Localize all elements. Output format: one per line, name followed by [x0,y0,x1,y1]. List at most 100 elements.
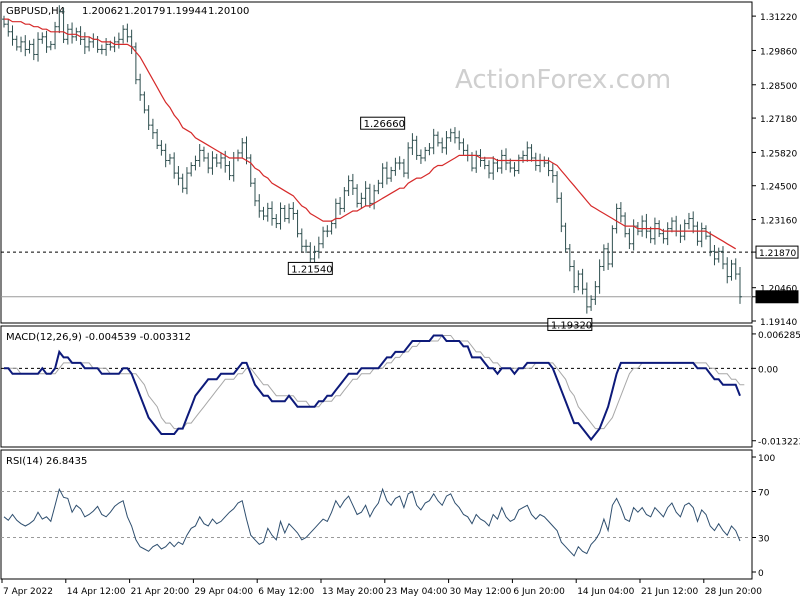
price-bar [555,171,560,203]
price-bar [78,26,83,45]
rsi-y-tick: 100 [752,454,775,464]
price-y-tick: 1.21870 [752,245,799,259]
macd-panel: MACD(12,26,9) -0.004539 -0.003312 0.0062… [0,325,800,448]
price-bar [606,242,611,270]
price-bar [572,260,577,294]
price-bar [291,202,296,220]
price-bar [380,163,385,189]
time-x-tick: 29 Apr 04:00 [192,579,253,597]
price-bar [308,242,313,264]
price-bar [614,203,619,234]
price-bar [418,149,423,164]
price-bar [350,173,355,195]
price-bar [725,257,730,284]
price-bar [82,32,87,55]
price-bar [393,157,398,176]
price-bar [359,192,364,209]
price-bar [363,181,368,206]
price-bar [550,163,555,183]
price-bar [265,202,270,222]
price-bar [206,152,211,174]
macd-title: MACD(12,26,9) -0.004539 -0.003312 [6,332,191,343]
price-bar [155,129,160,150]
price-bar [491,156,496,180]
price-y-tick: 1.27180 [752,115,797,125]
time-x-tick: 6 Jun 20:00 [511,579,565,597]
macd-tick-label: -0.013223 [758,438,800,448]
price-bar [686,212,691,230]
price-bar [138,73,143,101]
annotation-box [287,261,333,275]
price-bar [329,220,334,235]
price-bar [48,41,53,51]
price-bar [627,228,632,249]
price-bar [325,225,330,238]
rsi-panel: RSI(14) 26.8435 100 70 30 0 [0,449,775,580]
price-bar [333,198,338,229]
price-y-tick: 1.29860 [752,47,797,57]
rsi-levels-layer [1,491,752,538]
price-bar [580,268,585,295]
price-bar [414,135,419,160]
price-tick-label: 1.25820 [760,149,797,159]
price-symbol-header: GBPUSD,H4 [6,6,65,17]
price-bar [163,143,168,168]
price-bar [278,202,283,230]
time-x-tick: 23 May 04:00 [384,579,448,597]
price-bar [729,259,734,281]
price-bar [448,128,453,142]
rsi-y-tick: 0 [752,569,764,579]
price-bar [176,165,181,186]
rsi-y-axis: 100 70 30 0 [752,454,775,579]
time-tick-label: 23 May 04:00 [386,587,448,597]
price-bar [14,35,19,51]
price-bar [189,162,194,177]
price-bar [610,225,615,268]
time-tick-label: 29 Apr 04:00 [194,587,253,597]
annotation-box [360,116,406,130]
price-panel-frame [0,1,753,324]
price-bar [516,154,521,174]
price-bar [712,244,717,266]
rsi-title: RSI(14) 26.8435 [6,456,87,467]
price-panel: ActionForex.com GBPUSD,H4 1.20062 1.2017… [0,1,799,331]
price-tick-box [755,290,799,304]
price-bar [193,155,198,171]
macd-main-line [4,334,741,442]
rsi-tick-label: 100 [758,454,775,464]
price-ohlc-close: 1.20100 [208,6,249,17]
time-tick-label: 14 Apr 12:00 [67,587,126,597]
price-bar [640,215,645,237]
price-bar [406,142,411,179]
price-bar [669,217,674,233]
price-bar [346,175,351,196]
price-bar [253,177,258,207]
price-bar [214,153,219,168]
price-bar [389,166,394,182]
price-tick-label: 1.24500 [760,183,797,193]
time-tick-label: 21 Jun 12:00 [641,587,698,597]
price-annotation: 1.21540 [287,261,333,275]
price-bar [584,282,589,314]
price-bar [559,192,564,233]
price-bar [504,148,509,171]
annotation-label: 1.21540 [291,264,332,275]
price-bar [376,179,381,195]
price-bar [665,222,670,246]
price-tick-label: 1.20100 [759,294,796,304]
price-bar [486,160,491,179]
watermark: ActionForex.com [455,65,671,95]
price-bar [150,118,155,140]
price-bar [435,131,440,147]
price-bar [529,144,534,162]
price-ohlc-low: 1.19944 [166,6,207,17]
price-bar [312,245,317,265]
price-bar [274,214,279,229]
price-bar [567,243,572,272]
price-y-tick: 1.19140 [752,318,797,328]
price-bar [708,231,713,257]
price-bar [444,131,449,155]
price-bar [61,7,66,44]
price-bar [431,128,436,155]
price-tick-box [755,245,799,259]
